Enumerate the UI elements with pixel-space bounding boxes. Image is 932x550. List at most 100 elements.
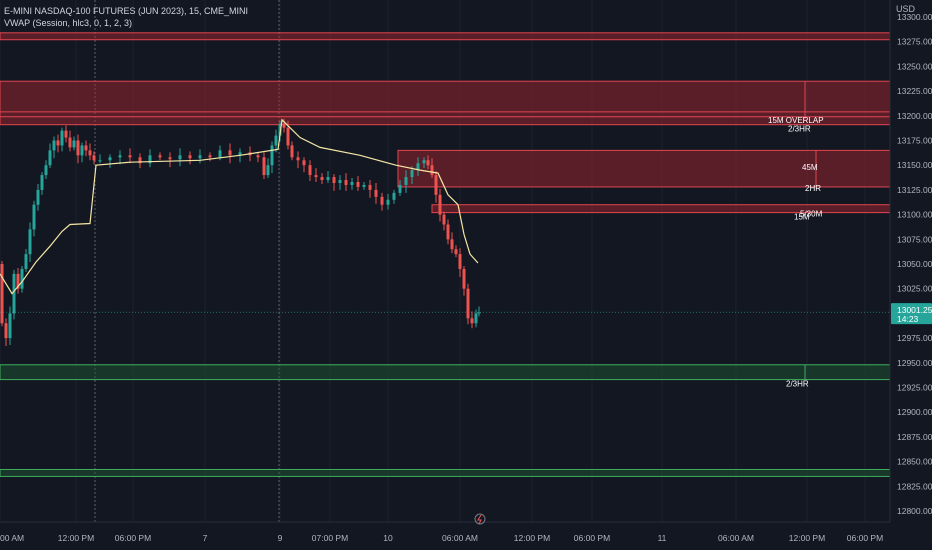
price-tick-label: 12825.00 [897,481,932,491]
symbol-title[interactable]: E-MINI NASDAQ-100 FUTURES (JUN 2023), 15… [4,6,249,16]
price-tick-label: 13150.00 [897,160,932,170]
time-tick-label: 12:00 PM [514,533,550,543]
time-tick-label: 06:00 PM [115,533,151,543]
price-tick-label: 13100.00 [897,210,932,220]
zone-label: 2HR [805,184,821,193]
candle-body [128,155,132,158]
candle-body [422,160,426,164]
candle-body [466,288,470,319]
time-tick-label: 06:00 AM [718,533,754,543]
zone-label: 5/30M [800,210,823,219]
candle-body [454,249,458,255]
candle-body [138,157,142,164]
candle-body [344,180,348,185]
price-tick-label: 13300.00 [897,12,932,22]
price-tick-label: 13050.00 [897,259,932,269]
candle-body [474,313,478,324]
candle-body [462,268,466,289]
price-tick-label: 12875.00 [897,432,932,442]
candle-body [198,155,202,159]
chart-legend: E-MINI NASDAQ-100 FUTURES (JUN 2023), 15… [4,5,248,29]
candle-body [68,137,72,148]
last-price-badge [891,303,932,325]
candle-body [76,140,80,156]
candle-body [64,130,68,138]
price-tick-label: 13200.00 [897,111,932,121]
candle-body [218,150,222,158]
candle-body [430,165,434,176]
zone-label: 2/3HR [788,125,811,134]
candle-body [28,229,32,255]
candle-body [238,152,242,156]
candle-body [228,150,232,156]
time-tick-label: 7 [203,533,208,543]
candle-body [362,184,366,187]
candle-body [356,181,360,187]
candle-body [40,175,44,190]
price-tick-label: 12925.00 [897,383,932,393]
time-axis: 00 AM 12:00 PM 06:00 PM 7 9 07:00 PM 10 06:00 A… [0,513,890,543]
time-tick-label: 11 [658,533,667,543]
candle-body [118,155,122,158]
candle-body [350,181,354,185]
price-axis: 13300.00 13275.00 13250.00 13225.00 13200.00… [889,0,932,550]
candle-body [314,175,318,178]
vwap-path [0,118,479,295]
currency-label[interactable]: USD [896,4,916,14]
candle-body [84,145,88,151]
candle-body [416,163,420,171]
time-tick-label: 06:00 AM [442,533,478,543]
candle-body [274,135,278,146]
candle-body [477,312,481,314]
candle-body [52,140,56,151]
zone-label: 2/3HR [786,380,809,389]
candle-body [434,175,438,195]
price-tick-label: 13225.00 [897,86,932,96]
candle-body [392,192,396,200]
price-tick-label: 12975.00 [897,333,932,343]
price-axis-bg [890,0,932,550]
candle-body [386,199,390,205]
candle-body [442,214,446,225]
price-zones [0,32,891,477]
candle-body [88,150,92,156]
candle-body [4,323,8,339]
candle-body [282,123,286,128]
lightning-icon[interactable] [474,513,486,525]
price-tick-label: 12900.00 [897,407,932,417]
price-tick-label: 13175.00 [897,136,932,146]
time-tick-label: 12:00 PM [58,533,94,543]
candle-body [48,150,52,166]
candle-body [278,123,282,136]
time-tick-label: 07:00 PM [312,533,348,543]
candle-body [410,170,414,178]
candle-body [368,184,372,190]
time-tick-label: 06:00 PM [574,533,610,543]
price-tick-label: 13250.00 [897,61,932,71]
time-tick-label: 9 [278,533,283,543]
indicator-title[interactable]: VWAP (Session, hlc3, 0, 1, 2, 3) [4,18,133,28]
candle-body [458,254,462,269]
price-tick-label: 13125.00 [897,185,932,195]
candle-body [208,155,212,158]
candle-body [12,273,16,314]
candle-body [80,145,84,156]
price-tick-label: 13075.00 [897,234,932,244]
vwap-line [0,118,479,295]
candle-body [20,268,24,289]
candle-body [286,127,290,146]
candle-body [290,145,294,158]
candle-body [8,313,12,339]
candle-body [178,155,182,160]
price-tick-label: 12800.00 [897,506,932,516]
lightning-glyph [477,514,482,525]
candle-body [450,239,454,250]
candle-body [270,145,274,166]
candle-body [326,177,330,181]
candlestick-series [0,118,481,347]
candle-body [36,189,40,205]
candle-body [332,177,336,183]
candle-body [108,157,112,161]
candle-body [296,157,300,161]
